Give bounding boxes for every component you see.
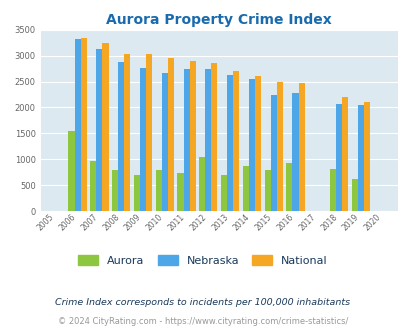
Bar <box>68 131 75 211</box>
Bar <box>96 49 102 211</box>
Bar <box>140 68 146 211</box>
Bar <box>232 71 239 211</box>
Bar <box>264 170 270 211</box>
Bar <box>292 93 298 211</box>
Bar <box>134 175 140 211</box>
Legend: Aurora, Nebraska, National: Aurora, Nebraska, National <box>73 250 332 270</box>
Text: Crime Index corresponds to incidents per 100,000 inhabitants: Crime Index corresponds to incidents per… <box>55 298 350 307</box>
Bar <box>220 175 226 211</box>
Bar <box>161 73 167 211</box>
Bar <box>90 161 96 211</box>
Bar <box>183 69 189 211</box>
Bar <box>254 76 260 211</box>
Title: Aurora Property Crime Index: Aurora Property Crime Index <box>106 13 331 27</box>
Bar <box>118 62 124 211</box>
Bar <box>329 169 335 211</box>
Bar <box>363 102 369 211</box>
Bar <box>189 61 195 211</box>
Bar <box>205 69 211 211</box>
Bar <box>357 105 363 211</box>
Bar <box>155 170 161 211</box>
Bar <box>146 54 152 211</box>
Bar <box>211 63 217 211</box>
Bar <box>199 157 205 211</box>
Bar <box>298 83 304 211</box>
Bar <box>351 179 357 211</box>
Bar <box>226 75 232 211</box>
Bar <box>341 97 347 211</box>
Bar <box>270 94 276 211</box>
Bar <box>124 53 130 211</box>
Bar <box>286 163 292 211</box>
Bar <box>242 166 248 211</box>
Bar <box>248 79 254 211</box>
Bar <box>112 170 118 211</box>
Bar <box>75 39 81 211</box>
Bar <box>167 58 173 211</box>
Bar <box>276 82 282 211</box>
Bar <box>81 38 87 211</box>
Bar <box>335 104 341 211</box>
Bar <box>102 43 108 211</box>
Bar <box>177 173 183 211</box>
Text: © 2024 CityRating.com - https://www.cityrating.com/crime-statistics/: © 2024 CityRating.com - https://www.city… <box>58 317 347 326</box>
